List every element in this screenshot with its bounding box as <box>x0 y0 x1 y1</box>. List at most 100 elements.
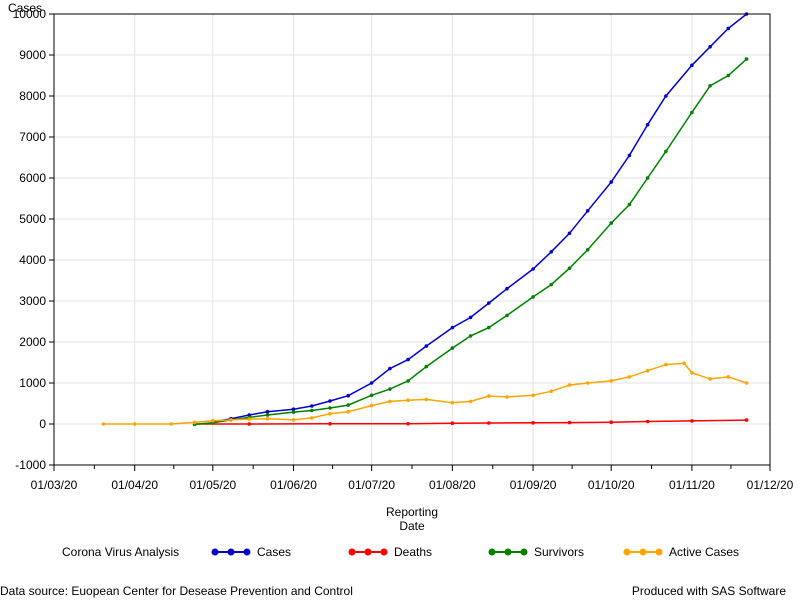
x-tick-label: 01/08/20 <box>429 478 476 492</box>
data-point <box>549 282 554 287</box>
y-tick-label: 9000 <box>19 48 46 62</box>
y-tick-label: 8000 <box>19 89 46 103</box>
data-point <box>645 122 650 127</box>
y-tick-label: 3000 <box>19 294 46 308</box>
data-point <box>505 313 509 318</box>
data-point <box>567 383 572 387</box>
legend-item: Cases <box>211 545 291 559</box>
data-point <box>609 420 613 425</box>
data-point <box>169 422 173 426</box>
data-point <box>369 393 374 398</box>
legend-swatch-marker <box>504 548 512 556</box>
data-point <box>531 267 535 271</box>
data-point <box>609 221 613 225</box>
data-point <box>346 403 351 407</box>
data-point <box>585 209 590 213</box>
data-point <box>726 26 731 31</box>
legend-swatch-marker <box>488 548 496 556</box>
data-point <box>328 412 332 416</box>
data-point <box>468 315 473 320</box>
legend: Corona Virus Analysis Cases Deaths Survivo… <box>62 545 739 559</box>
y-tick-label: 2000 <box>19 335 46 349</box>
legend-item: Survivors <box>488 545 584 559</box>
data-point <box>468 334 473 338</box>
data-point <box>468 399 473 404</box>
data-point <box>310 416 314 420</box>
data-point <box>664 94 668 98</box>
y-tick-label: -1000 <box>15 458 46 472</box>
data-point <box>487 301 491 305</box>
data-point <box>192 420 197 425</box>
data-point <box>609 379 613 383</box>
data-point <box>265 409 270 414</box>
y-tick-label: 5000 <box>19 212 46 226</box>
data-point <box>388 387 392 391</box>
data-point <box>505 286 509 291</box>
series-cases <box>211 12 749 424</box>
y-tick-label: 6000 <box>19 171 46 185</box>
data-point <box>291 418 296 422</box>
data-point <box>450 325 455 330</box>
x-tick-label: 01/04/20 <box>111 478 158 492</box>
data-point <box>346 393 351 398</box>
data-point <box>567 266 572 271</box>
data-point <box>645 368 650 373</box>
data-point <box>690 419 694 423</box>
series-active-cases <box>101 361 749 426</box>
legend-swatch-marker <box>520 548 528 556</box>
x-axis-label-line2: Date <box>399 519 425 533</box>
data-point <box>726 375 731 379</box>
data-point <box>450 400 455 405</box>
data-point <box>664 149 668 154</box>
legend-title: Corona Virus Analysis <box>62 545 179 559</box>
data-point <box>406 422 410 426</box>
data-point <box>328 406 332 410</box>
data-point <box>682 361 686 366</box>
legend-swatch-marker <box>227 548 235 556</box>
data-point <box>585 381 590 385</box>
x-tick-label: 01/07/20 <box>348 478 395 492</box>
data-point <box>690 110 694 115</box>
data-point <box>645 419 650 424</box>
data-point <box>645 176 650 180</box>
legend-swatch-marker <box>380 548 388 556</box>
data-point <box>132 422 137 426</box>
y-tick-label: 7000 <box>19 130 46 144</box>
data-point <box>505 395 509 399</box>
y-tick-label: 4000 <box>19 253 46 267</box>
data-point <box>627 153 632 158</box>
x-tick-label: 01/10/20 <box>588 478 635 492</box>
data-point <box>406 379 410 383</box>
data-point <box>265 416 270 421</box>
data-point <box>291 407 296 412</box>
data-point <box>328 399 332 403</box>
legend-swatch-marker <box>211 548 219 556</box>
data-point <box>346 409 351 414</box>
data-point <box>744 418 749 422</box>
data-point <box>291 410 296 414</box>
data-point <box>708 84 712 88</box>
data-point <box>369 381 374 385</box>
series-line <box>212 13 748 423</box>
x-tick-label: 01/06/20 <box>270 478 317 492</box>
footer-data-source: Data source: Euopean Center for Desease … <box>0 584 353 598</box>
data-point <box>211 418 215 423</box>
data-point <box>585 248 590 252</box>
data-point <box>609 180 613 184</box>
legend-label: Active Cases <box>669 545 739 559</box>
data-point <box>424 344 429 348</box>
data-point <box>726 73 731 78</box>
data-point <box>549 389 554 394</box>
data-point <box>531 421 535 425</box>
y-tick-label: 10000 <box>13 7 47 21</box>
data-point <box>708 45 712 49</box>
data-point <box>664 362 668 367</box>
data-point <box>627 375 632 379</box>
legend-swatch-marker <box>639 548 647 556</box>
data-point <box>369 403 374 408</box>
series-line <box>194 419 747 425</box>
line-chart: -1000 0 1000 2000 3000 4000 5000 6000 7000 8000 90… <box>8 1 794 559</box>
data-point <box>310 404 314 408</box>
data-point <box>744 57 749 61</box>
data-point <box>424 364 429 369</box>
